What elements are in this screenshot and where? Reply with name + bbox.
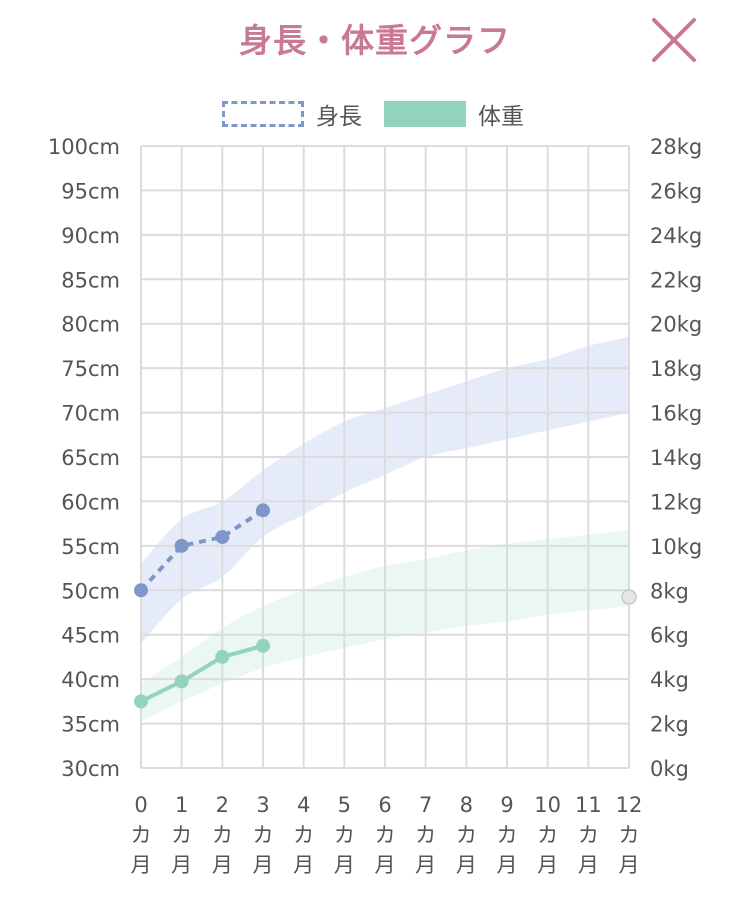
x-tick-label: カ [375,823,396,847]
legend-item-weight[interactable]: 体重 [384,96,524,132]
x-tick-label: 2 [216,793,229,817]
x-tick-label: 9 [500,793,513,817]
x-tick-label: 月 [497,853,518,877]
x-tick-label: 11 [575,793,602,817]
x-tick-label: カ [293,823,314,847]
y-left-tick-label: 85cm [61,268,120,292]
y-left-tick-label: 30cm [61,757,120,781]
legend-item-height[interactable]: 身長 [222,96,362,132]
x-tick-label: 4 [297,793,310,817]
y-right-tick-label: 22kg [650,268,702,292]
y-right-tick-label: 18kg [650,357,702,381]
y-right-tick-label: 26kg [650,179,702,203]
data-point-weight [174,674,189,689]
y-right-tick-label: 24kg [650,224,702,248]
y-left-tick-label: 40cm [61,668,120,692]
x-tick-label: 5 [338,793,351,817]
header: 身長・体重グラフ [0,0,750,80]
x-tick-label: 月 [293,853,314,877]
x-tick-label: 月 [415,853,436,877]
x-tick-label: カ [253,823,274,847]
x-tick-label: 8 [460,793,473,817]
y-right-tick-label: 14kg [650,446,702,470]
x-tick-label: カ [578,823,599,847]
x-tick-label: カ [497,823,518,847]
x-tick-label: 月 [334,853,355,877]
y-left-tick-label: 60cm [61,490,120,514]
y-left-tick-label: 75cm [61,357,120,381]
data-point-height [256,503,270,518]
y-right-tick-label: 0kg [650,757,689,781]
x-tick-label: カ [456,823,477,847]
y-right-tick-label: 10kg [650,535,702,559]
y-left-tick-label: 70cm [61,402,120,426]
series-line-height [139,508,265,592]
data-point-weight [215,649,230,664]
x-tick-label: カ [537,823,558,847]
x-tick-label: 1 [175,793,188,817]
x-tick-label: カ [212,823,233,847]
series-line-weight [140,643,264,704]
x-tick-label: 3 [256,793,269,817]
x-tick-label: 月 [171,853,192,877]
y-right-tick-label: 28kg [650,135,702,159]
legend-swatch-weight [384,101,466,127]
x-tick-label: 0 [134,793,147,817]
chart-legend: 身長 体重 [0,96,750,132]
x-tick-label: 月 [578,853,599,877]
x-tick-label: 月 [212,853,233,877]
x-tick-label: 月 [537,853,558,877]
y-left-tick-label: 65cm [61,446,120,470]
x-tick-label: カ [171,823,192,847]
y-left-tick-label: 95cm [61,179,120,203]
y-right-tick-label: 20kg [650,313,702,337]
x-tick-label: カ [334,823,355,847]
data-point-weight [256,638,270,653]
x-tick-label: 10 [534,793,561,817]
y-right-tick-label: 2kg [650,713,689,737]
x-tick-label: 月 [375,853,396,877]
x-tick-label: 7 [419,793,432,817]
y-right-tick-label: 16kg [650,402,702,426]
legend-swatch-height [222,101,304,127]
y-right-tick-label: 8kg [650,579,689,603]
x-tick-label: 月 [619,853,640,877]
x-tick-label: カ [131,823,152,847]
reference-marker [621,589,637,605]
data-point-height [215,529,230,544]
data-point-height [134,583,148,598]
close-button[interactable] [648,14,700,66]
y-right-tick-label: 6kg [650,624,689,648]
x-tick-label: 6 [378,793,391,817]
x-tick-label: カ [619,823,640,847]
x-tick-label: 12 [616,793,643,817]
y-left-tick-label: 80cm [61,313,120,337]
page-title: 身長・体重グラフ [239,21,511,60]
close-icon [652,18,696,62]
y-left-tick-label: 35cm [61,713,120,737]
x-tick-label: 月 [253,853,274,877]
y-left-tick-label: 90cm [61,224,120,248]
y-left-tick-label: 100cm [48,135,120,159]
data-point-height [174,538,189,553]
y-left-tick-label: 50cm [61,579,120,603]
data-point-weight [134,694,148,709]
x-tick-label: 月 [131,853,152,877]
y-right-tick-label: 12kg [650,490,702,514]
x-tick-label: 月 [456,853,477,877]
y-left-tick-label: 45cm [61,624,120,648]
legend-label-weight: 体重 [478,104,524,130]
y-left-tick-label: 55cm [61,535,120,559]
legend-label-height: 身長 [316,104,362,130]
x-tick-label: カ [415,823,436,847]
y-right-tick-label: 4kg [650,668,689,692]
